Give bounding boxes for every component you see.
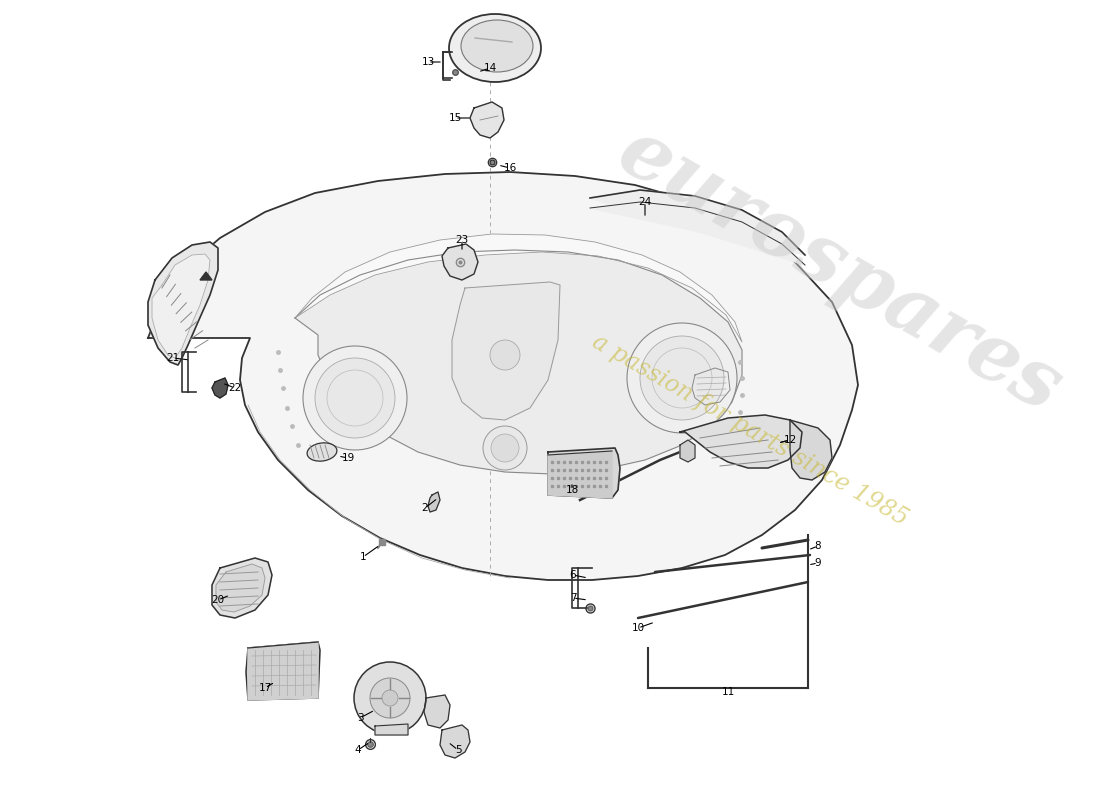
Text: 8: 8 xyxy=(815,541,822,551)
Polygon shape xyxy=(692,368,730,405)
Text: 15: 15 xyxy=(449,113,462,123)
Polygon shape xyxy=(152,254,210,358)
Ellipse shape xyxy=(307,443,337,461)
Text: 1: 1 xyxy=(360,552,366,562)
Circle shape xyxy=(302,346,407,450)
Polygon shape xyxy=(200,272,212,280)
Text: 16: 16 xyxy=(504,163,517,173)
Text: 12: 12 xyxy=(783,435,796,445)
Polygon shape xyxy=(442,244,478,280)
Polygon shape xyxy=(212,558,272,618)
Text: 2: 2 xyxy=(421,503,428,513)
Polygon shape xyxy=(548,451,612,498)
Ellipse shape xyxy=(449,14,541,82)
Text: 17: 17 xyxy=(258,683,272,693)
Text: 24: 24 xyxy=(638,197,651,207)
Polygon shape xyxy=(148,242,218,365)
Text: 21: 21 xyxy=(166,353,179,363)
Polygon shape xyxy=(440,725,470,758)
Text: a passion for parts since 1985: a passion for parts since 1985 xyxy=(588,330,912,530)
Text: 20: 20 xyxy=(211,595,224,605)
Circle shape xyxy=(382,690,398,706)
Polygon shape xyxy=(295,250,742,474)
Polygon shape xyxy=(470,102,504,138)
Polygon shape xyxy=(590,190,805,265)
Polygon shape xyxy=(548,448,620,498)
Polygon shape xyxy=(248,642,318,700)
Text: 9: 9 xyxy=(815,558,822,568)
Text: eurospares: eurospares xyxy=(605,112,1076,428)
Circle shape xyxy=(483,426,527,470)
Circle shape xyxy=(640,336,724,420)
Polygon shape xyxy=(216,564,265,612)
Polygon shape xyxy=(246,642,320,700)
Text: 4: 4 xyxy=(354,745,361,755)
Polygon shape xyxy=(428,492,440,512)
Text: 11: 11 xyxy=(722,687,735,697)
Text: 13: 13 xyxy=(421,57,434,67)
Text: 6: 6 xyxy=(570,570,576,580)
Text: 5: 5 xyxy=(454,745,461,755)
Polygon shape xyxy=(680,415,802,468)
Text: 22: 22 xyxy=(229,383,242,393)
Circle shape xyxy=(370,678,410,718)
Polygon shape xyxy=(452,282,560,420)
Polygon shape xyxy=(148,172,858,580)
Circle shape xyxy=(491,434,519,462)
Circle shape xyxy=(627,323,737,433)
Polygon shape xyxy=(790,420,832,480)
Polygon shape xyxy=(424,695,450,728)
Circle shape xyxy=(490,340,520,370)
Polygon shape xyxy=(212,378,228,398)
Polygon shape xyxy=(295,234,742,342)
Circle shape xyxy=(354,662,426,734)
Text: 19: 19 xyxy=(341,453,354,463)
Polygon shape xyxy=(680,440,695,462)
Text: 10: 10 xyxy=(631,623,645,633)
Text: 23: 23 xyxy=(455,235,469,245)
Ellipse shape xyxy=(461,20,534,72)
Text: 3: 3 xyxy=(356,713,363,723)
Text: 18: 18 xyxy=(565,485,579,495)
Circle shape xyxy=(315,358,395,438)
Text: 14: 14 xyxy=(483,63,496,73)
Text: 7: 7 xyxy=(570,593,576,603)
Polygon shape xyxy=(375,724,408,735)
